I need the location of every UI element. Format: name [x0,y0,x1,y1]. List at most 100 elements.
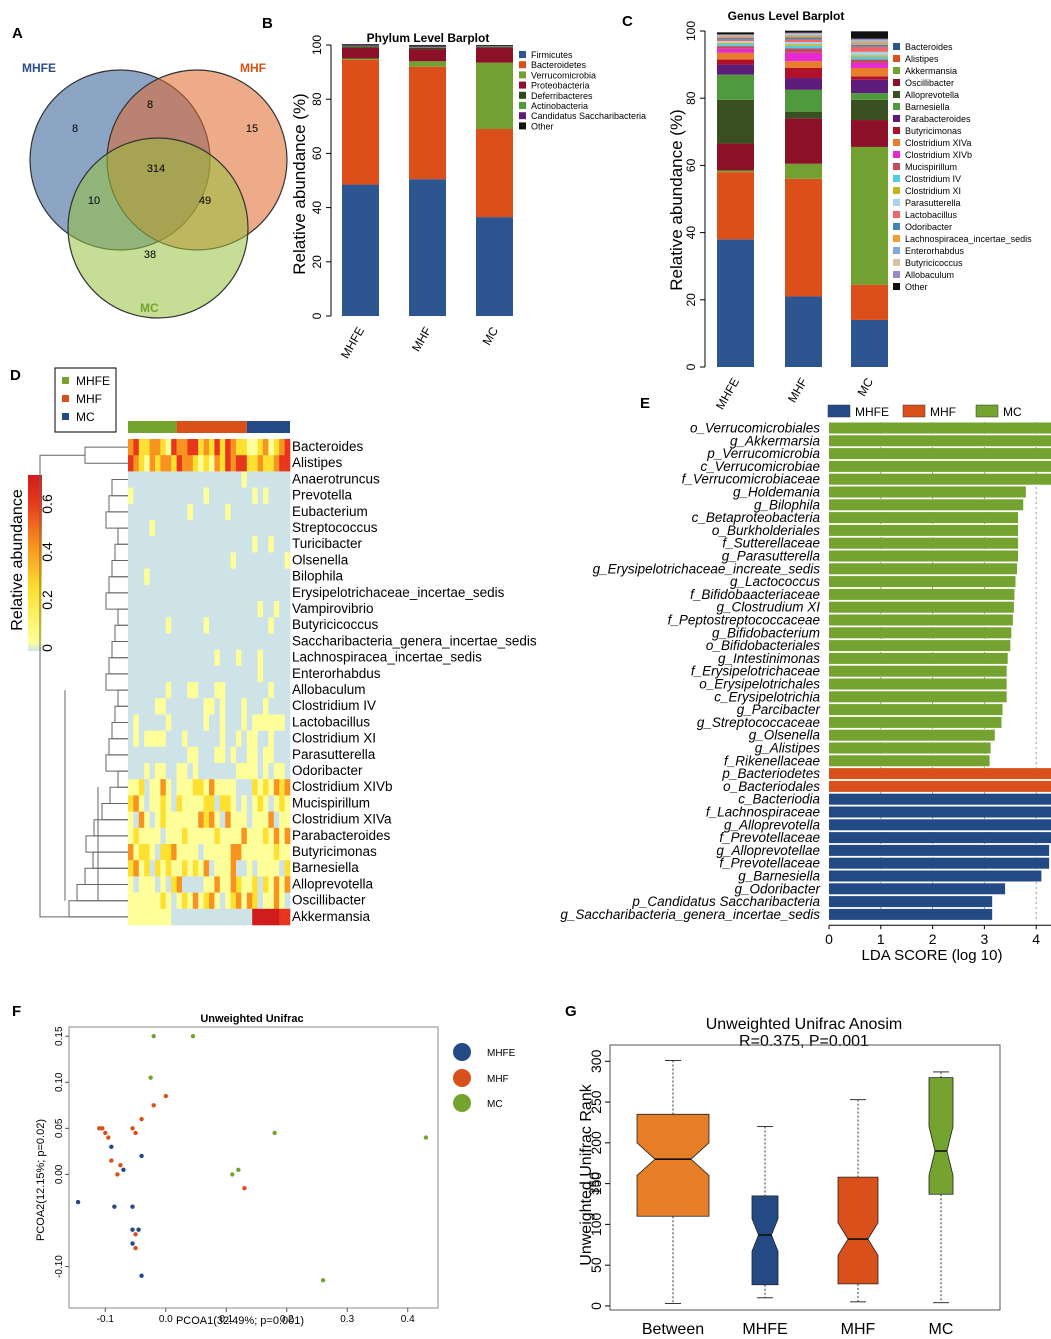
lda-bar-label: g_Parasutterella [722,549,821,564]
heatmap-cell [138,568,145,586]
heatmap-cell [246,811,253,829]
heatmap-cell [279,455,285,472]
pcoa-x-tick-label: -0.1 [97,1314,115,1325]
heatmap-cell [187,633,194,650]
heatmap-cell [284,633,291,650]
lda-legend-label: MHF [930,405,956,419]
anosim-y-tick-label: 300 [588,1049,604,1073]
heatmap-cell [219,682,226,699]
heatmap-cell [225,503,231,521]
heatmap-cell [219,908,226,926]
heatmap-cell [236,601,242,618]
bar-segment [409,49,446,62]
heatmap-cell [198,682,204,699]
pcoa-point [151,1034,156,1039]
legend-label: Lactobacillus [905,210,958,220]
bar-segment [785,35,822,38]
lda-bar-label: o_Bifidobacteriales [706,638,820,653]
lda-x-tick-label: 2 [929,931,937,947]
heatmap-cell [268,763,275,780]
heatmap-cell [128,455,134,472]
heatmap-cell [176,908,183,926]
heatmap-cell [257,584,264,602]
pcoa-point [97,1126,102,1131]
heatmap-cell [273,520,280,537]
heatmap-cell [198,617,204,634]
heatmap-cell [225,536,231,553]
heatmap-cell [284,795,291,812]
heatmap-cell [144,552,150,569]
pcoa-legend-label: MHF [487,1074,509,1085]
heatmap-cell [241,892,248,910]
lda-legend-swatch [902,404,926,418]
pcoa-point [136,1227,141,1232]
heatmap-cell [171,698,177,715]
heatmap-cell [273,827,280,845]
heatmap-cell [241,552,248,569]
genus-ylabel: Relative abundance (%) [667,109,686,290]
heatmap-cell [241,682,248,699]
dendrogram-branch [111,722,128,740]
group-annotation-bar [128,421,177,433]
heatmap-cell [187,860,194,877]
dendrogram-branch [108,657,128,675]
venn-count-mhf-only: 15 [246,123,258,135]
heatmap-cell [176,714,183,731]
lda-bar-label: g_Alloprevotellae [716,843,820,858]
lda-bar [829,665,1007,677]
heatmap-cell [257,908,264,926]
lda-bar [829,601,1014,613]
heatmap-cell [225,827,231,845]
heatmap-cell [133,471,140,488]
heatmap-cell [128,682,134,699]
heatmap-cell [209,876,215,893]
heatmap-cell [236,649,242,667]
lda-bar-label: c_Bacteriodia [738,792,820,807]
heatmap-row-label: Vampirovibrio [292,601,374,616]
heatmap-cell [279,844,285,861]
heatmap-cell [246,698,253,715]
heatmap-cell [214,536,221,553]
legend-label: Candidatus Saccharibacteria [531,111,646,121]
category-label: MC [480,324,502,347]
heatmap-cell [160,779,167,796]
heatmap-cell [230,568,237,586]
heatmap-cell [182,876,188,893]
lda-bar [829,729,995,741]
panel-letter-c: C [622,13,633,30]
heatmap-cell [246,763,253,780]
bar-segment [851,46,888,52]
heatmap-cell [268,536,275,553]
heatmap-cell [246,503,253,521]
heatmap-row-label: Erysipelotrichaceae_incertae_sedis [292,585,505,600]
heatmap-cell [187,455,194,472]
heatmap-cell [214,601,221,618]
heatmap-cell [187,568,194,586]
bar-segment [476,129,513,218]
heatmap-cell [198,552,204,569]
heatmap-cell [268,860,275,877]
heatmap-cell [149,617,156,634]
dendrogram-branch [84,867,128,885]
heatmap-cell [133,568,140,586]
heatmap-cell [263,795,269,812]
heatmap-cell [144,698,150,715]
heatmap-cell [279,520,285,537]
heatmap-cell [219,633,226,650]
lda-bar [829,435,1051,447]
heatmap-cell [209,714,215,731]
heatmap-cell [149,552,156,569]
bar-segment [785,178,822,297]
heatmap-cell [155,876,161,893]
heatmap-cell [257,568,264,586]
heatmap-cell [187,536,194,553]
venn-label-mhf: MHF [240,61,266,75]
heatmap-cell [182,763,188,780]
heatmap-cell [155,746,161,764]
pcoa-legend-label: MHFE [487,1048,516,1059]
heatmap-cell [187,487,194,505]
heatmap-cell [279,811,285,829]
heatmap-cell [176,584,183,602]
venn-count-mhfe-mhf: 8 [147,99,153,111]
bar-segment [851,76,888,80]
